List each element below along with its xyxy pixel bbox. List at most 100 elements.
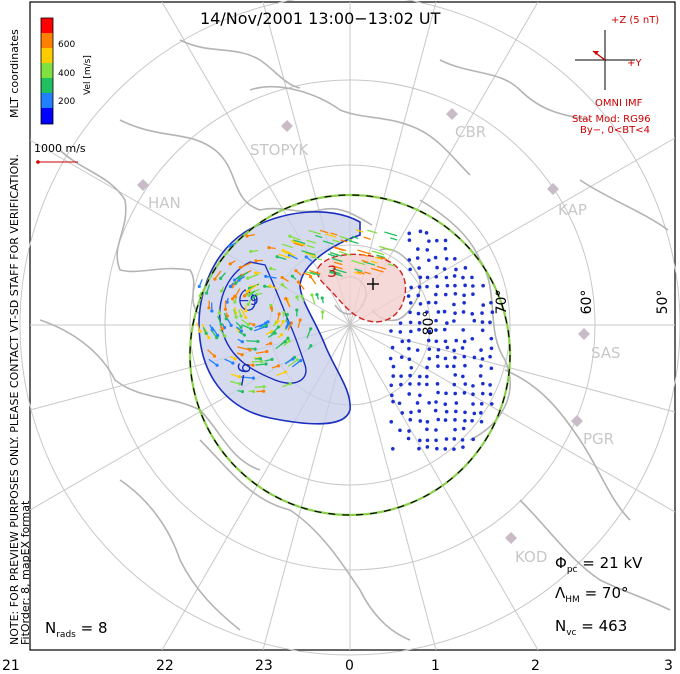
velocity-vector: [376, 265, 387, 270]
velocity-vector-origin: [239, 329, 244, 333]
velocity-vector: [302, 272, 311, 276]
velocity-vector: [287, 359, 298, 367]
station-marker: [281, 120, 293, 132]
velocity-vector: [306, 244, 315, 249]
model-vector-dot: [409, 410, 413, 415]
velocity-vector-origin: [269, 266, 273, 271]
velocity-vector-origin: [215, 363, 219, 367]
velocity-vector-origin: [246, 276, 250, 280]
model-vector-dot: [453, 291, 458, 296]
velocity-vector-origin: [234, 281, 238, 285]
velocity-vector-origin: [280, 275, 284, 280]
model-vector-dot: [489, 346, 494, 351]
model-vector-dot: [479, 419, 484, 424]
velocity-vector: [289, 235, 301, 241]
model-vector-dot: [471, 402, 475, 406]
model-vector-dot: [436, 390, 440, 395]
model-vector-dot: [436, 310, 441, 314]
model-vector-dot: [463, 363, 467, 368]
velocity-vector-origin: [219, 289, 224, 293]
model-vector-dot: [463, 283, 467, 288]
velocity-vector-origin: [286, 336, 290, 340]
velocity-vector-origin: [280, 283, 285, 287]
model-vector-dot: [433, 255, 438, 260]
model-vector-dot: [425, 374, 429, 379]
model-vector-dot: [481, 381, 485, 386]
model-vector-dot: [418, 419, 423, 423]
model-vector-dot: [389, 419, 394, 424]
velocity-vector: [301, 250, 316, 256]
velocity-vector: [305, 271, 316, 276]
velocity-vector: [353, 271, 361, 275]
model-vector-dot: [425, 438, 430, 443]
velocity-vector-origin: [251, 389, 256, 394]
contour-label-pos3: 3: [327, 262, 337, 281]
model-vector-dot: [417, 285, 422, 289]
velocity-vector-origin: [207, 336, 211, 340]
model-vector-dot: [443, 356, 448, 361]
contour-label-neg6: −6: [232, 361, 256, 389]
hm-latitude: ΛHM = 70°: [555, 584, 629, 605]
model-vector-dot: [463, 382, 468, 386]
velocity-vector: [229, 380, 241, 385]
velocity-vector: [311, 256, 323, 261]
lat-label-50: 50°: [655, 290, 671, 315]
velocity-vector: [270, 326, 279, 335]
velocity-vector-origin: [215, 336, 219, 340]
model-vector-dot: [470, 312, 474, 316]
model-vector-dot: [436, 347, 441, 352]
model-vector-dot: [452, 437, 457, 441]
velocity-vector-origin: [210, 309, 214, 313]
model-vector-dot: [408, 382, 412, 386]
model-vector-dot: [418, 374, 422, 379]
model-vector-dot: [445, 345, 450, 350]
velocity-vector-origin: [228, 262, 232, 266]
velocity-vector-origin: [280, 333, 284, 337]
model-vector-dot: [434, 400, 438, 404]
model-vector-dot: [472, 411, 477, 416]
model-vector-dot: [415, 348, 420, 352]
velocity-vector: [304, 252, 317, 258]
model-vector-dot: [460, 438, 465, 442]
model-vector-dot: [399, 382, 403, 387]
velocity-vector: [315, 234, 323, 239]
velocity-vector: [333, 246, 344, 252]
velocity-vector-origin: [299, 358, 303, 363]
model-vector-dot: [488, 354, 492, 359]
velocity-vector-origin: [249, 249, 253, 254]
velocity-vector-origin: [225, 300, 229, 304]
model-vector-dot: [407, 339, 411, 343]
velocity-vector-origin: [287, 339, 291, 343]
velocity-vector: [240, 376, 254, 379]
model-vector-dot: [460, 346, 465, 350]
station-marker: [571, 415, 583, 427]
model-vector-dot: [445, 364, 449, 369]
velocity-vector-origin: [225, 314, 229, 318]
velocity-vector: [379, 256, 388, 260]
model-vector-dot: [434, 428, 438, 432]
model-vector-dots: [388, 229, 495, 451]
model-vector-dot: [434, 339, 439, 344]
velocity-vector-origin: [258, 357, 263, 361]
model-vector-dot: [391, 399, 395, 404]
model-vector-dot: [461, 374, 465, 379]
model-vector-dot: [434, 438, 438, 443]
model-vector-dot: [462, 300, 466, 305]
mlt-label-22: 22: [156, 658, 174, 674]
velocity-vector-origin: [207, 306, 211, 310]
model-vector-dot: [434, 292, 438, 297]
model-vector-dot: [417, 382, 421, 386]
velocity-vector-origin: [228, 284, 233, 289]
velocity-vector-origin: [285, 312, 289, 317]
model-vector-dot: [470, 336, 475, 341]
model-vector-dot: [388, 356, 393, 361]
model-vector-dot: [454, 409, 458, 414]
fitorder-note: FitOrder: 8, mapEX format: [19, 500, 32, 645]
model-vector-dot: [442, 327, 447, 332]
model-vector-dot: [481, 303, 486, 307]
velocity-vector-origin: [236, 276, 241, 280]
model-vector-dot: [461, 310, 466, 314]
velocity-vector: [338, 250, 352, 256]
velocity-vector-origin: [284, 250, 288, 254]
model-vector-dot: [453, 391, 458, 396]
